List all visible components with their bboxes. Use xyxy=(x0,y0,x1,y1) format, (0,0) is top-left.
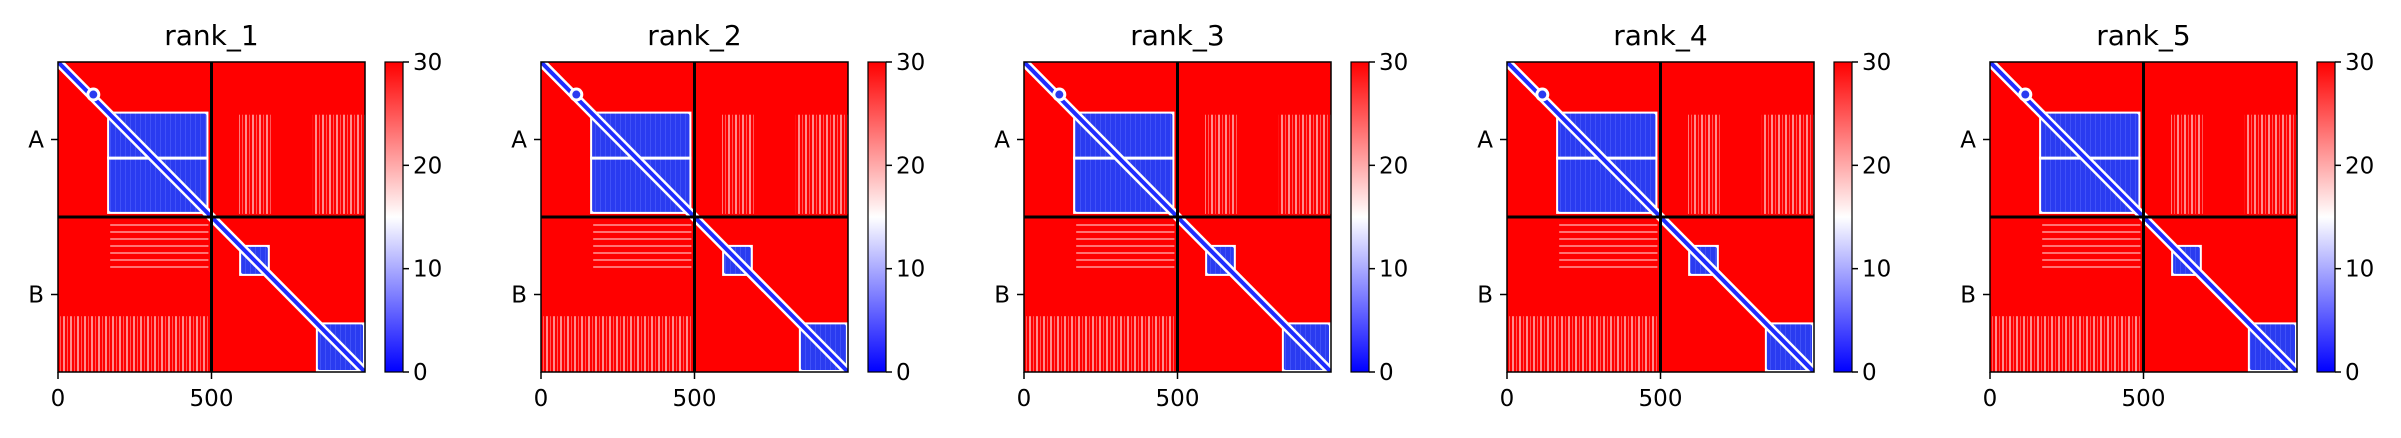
small-domain xyxy=(1055,90,1064,99)
interchain-texture xyxy=(722,114,756,214)
colorbar-tick-label: 20 xyxy=(2345,153,2374,179)
interchain-texture xyxy=(1507,316,1658,372)
colorbar-tick-label: 30 xyxy=(1379,50,1408,76)
colorbar xyxy=(867,61,887,373)
chain-label: B xyxy=(1477,283,1493,309)
panel-3: rank_3 0 500 A B 0 10 20 30 xyxy=(994,19,1408,412)
chain-label: B xyxy=(1960,283,1976,309)
interchain-texture xyxy=(1205,114,1239,214)
colorbar-tick-label: 0 xyxy=(896,360,911,386)
small-domain xyxy=(2021,90,2030,99)
colorbar-tick-label: 20 xyxy=(1379,153,1408,179)
chain-label: A xyxy=(1960,128,1976,154)
interchain-texture xyxy=(312,114,365,214)
interchain-texture xyxy=(58,316,209,372)
colorbar-tick-label: 20 xyxy=(1862,153,1891,179)
small-domain xyxy=(89,90,98,99)
colorbar-tick-label: 10 xyxy=(2345,257,2374,283)
colorbar-tick-label: 20 xyxy=(896,153,925,179)
chain-label: B xyxy=(511,283,527,309)
chain-label: A xyxy=(28,128,44,154)
panel-2: rank_2 0 500 A B 0 10 20 30 xyxy=(511,19,925,412)
chain-label: B xyxy=(28,283,44,309)
chain-label: A xyxy=(994,128,1010,154)
chain-label: A xyxy=(511,128,527,154)
colorbar-tick-label: 30 xyxy=(896,50,925,76)
panel-title: rank_1 xyxy=(164,19,258,52)
chain-label: A xyxy=(1477,128,1493,154)
colorbar-tick-label: 0 xyxy=(413,360,428,386)
chain-label: B xyxy=(994,283,1010,309)
x-tick-label: 500 xyxy=(673,386,717,412)
colorbar-tick-label: 0 xyxy=(2345,360,2360,386)
interchain-texture xyxy=(2244,114,2297,214)
colorbar xyxy=(1350,61,1370,373)
x-tick-label: 500 xyxy=(190,386,234,412)
panel-title: rank_5 xyxy=(2096,19,2190,52)
interchain-texture xyxy=(541,316,692,372)
x-tick-label: 0 xyxy=(534,386,549,412)
colorbar-tick-label: 10 xyxy=(1379,257,1408,283)
colorbar xyxy=(2316,61,2336,373)
x-tick-label: 500 xyxy=(2122,386,2166,412)
colorbar-tick-label: 0 xyxy=(1379,360,1394,386)
panel-title: rank_3 xyxy=(1130,19,1224,52)
interchain-texture xyxy=(1076,223,1175,273)
interchain-texture xyxy=(1990,316,2141,372)
colorbar-tick-label: 10 xyxy=(1862,257,1891,283)
interchain-texture xyxy=(1278,114,1331,214)
panel-title: rank_4 xyxy=(1613,19,1707,52)
x-tick-label: 0 xyxy=(51,386,66,412)
x-tick-label: 500 xyxy=(1156,386,1200,412)
x-tick-label: 0 xyxy=(1500,386,1515,412)
interchain-texture xyxy=(1761,114,1814,214)
panel-5: rank_5 0 500 A B 0 10 20 30 xyxy=(1960,19,2374,412)
interchain-texture xyxy=(2042,223,2141,273)
small-domain xyxy=(1538,90,1547,99)
interchain-texture xyxy=(2171,114,2205,214)
colorbar-tick-label: 20 xyxy=(413,153,442,179)
interchain-texture xyxy=(795,114,848,214)
small-domain xyxy=(572,90,581,99)
colorbar xyxy=(1833,61,1853,373)
interchain-texture xyxy=(110,223,209,273)
colorbar-tick-label: 0 xyxy=(1862,360,1877,386)
interchain-texture xyxy=(1688,114,1722,214)
colorbar-tick-label: 10 xyxy=(896,257,925,283)
interchain-texture xyxy=(593,223,692,273)
panel-4: rank_4 0 500 A B 0 10 20 30 xyxy=(1477,19,1891,412)
interchain-texture xyxy=(239,114,273,214)
panel-1: rank_1 0 500 A B 0 10 20 30 xyxy=(28,19,442,412)
colorbar-tick-label: 30 xyxy=(2345,50,2374,76)
panel-title: rank_2 xyxy=(647,19,741,52)
x-tick-label: 500 xyxy=(1639,386,1683,412)
interchain-texture xyxy=(1559,223,1658,273)
colorbar xyxy=(384,61,404,373)
interchain-texture xyxy=(1024,316,1175,372)
colorbar-tick-label: 30 xyxy=(413,50,442,76)
x-tick-label: 0 xyxy=(1017,386,1032,412)
colorbar-tick-label: 10 xyxy=(413,257,442,283)
x-tick-label: 0 xyxy=(1983,386,1998,412)
colorbar-tick-label: 30 xyxy=(1862,50,1891,76)
